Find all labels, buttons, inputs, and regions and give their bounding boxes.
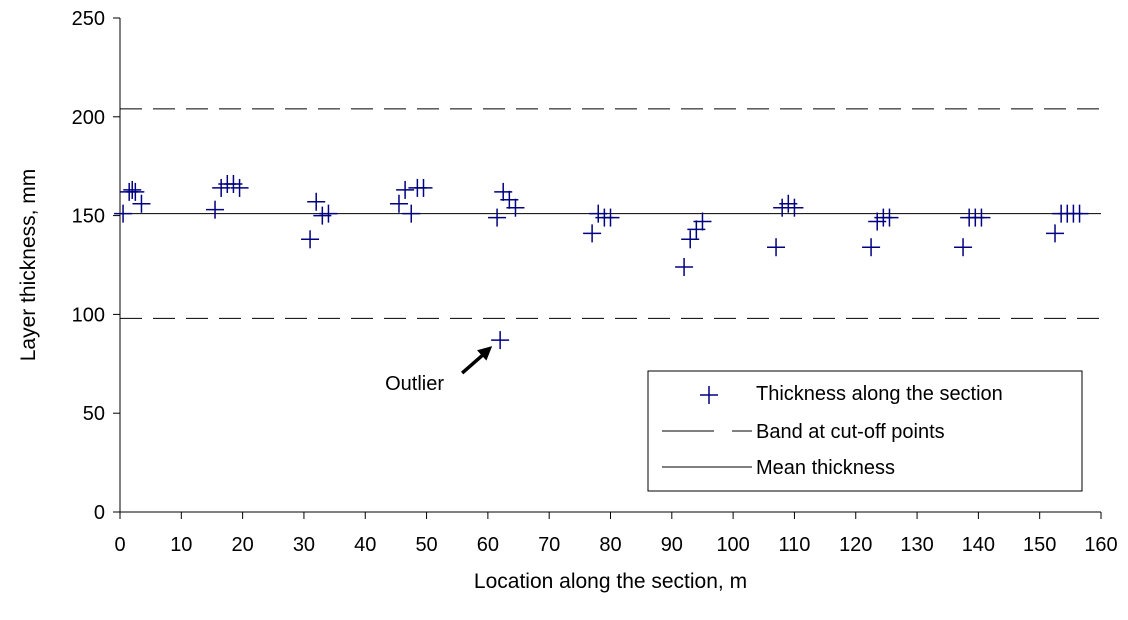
data-points	[114, 174, 1089, 350]
legend-label-thickness: Thickness along the section	[756, 383, 1003, 405]
legend-marker-plus	[700, 386, 718, 404]
data-point	[583, 224, 602, 243]
data-point	[972, 208, 991, 227]
x-tick-label: 120	[839, 534, 872, 556]
data-point	[414, 178, 433, 197]
y-tick-label: 250	[72, 8, 105, 30]
y-axis-title: Layer thickness, mm	[17, 169, 40, 362]
x-tick-label: 100	[716, 534, 749, 556]
data-point	[681, 230, 700, 249]
data-point	[862, 238, 881, 257]
outlier-label: Outlier	[385, 373, 444, 395]
data-point	[206, 200, 225, 219]
y-tick-label: 50	[83, 403, 105, 425]
legend-label-band: Band at cut-off points	[756, 421, 945, 443]
x-tick-label: 10	[170, 534, 192, 556]
data-point	[1046, 224, 1065, 243]
x-tick-label: 80	[599, 534, 621, 556]
legend-label-mean: Mean thickness	[756, 457, 895, 479]
x-tick-label: 70	[538, 534, 560, 556]
data-point	[230, 178, 249, 197]
x-tick-label: 50	[415, 534, 437, 556]
data-point	[954, 238, 973, 257]
data-point	[1070, 204, 1089, 223]
data-point	[767, 238, 786, 257]
data-point	[132, 194, 151, 213]
x-tick-label: 60	[477, 534, 499, 556]
legend: Thickness along the section Band at cut-…	[647, 370, 1083, 492]
data-point	[402, 204, 421, 223]
data-point	[880, 208, 899, 227]
annotation: Outlier	[385, 346, 493, 395]
data-point	[491, 331, 510, 350]
x-tick-label: 150	[1023, 534, 1056, 556]
x-tick-label: 130	[900, 534, 933, 556]
y-tick-label: 150	[72, 206, 105, 228]
data-point	[126, 182, 145, 201]
x-tick-label: 30	[293, 534, 315, 556]
data-point	[396, 180, 415, 199]
y-axis: 0 50 100 150 200 250	[72, 8, 120, 524]
x-axis-title: Location along the section, m	[474, 570, 747, 593]
data-point	[693, 212, 712, 231]
x-tick-label: 90	[661, 534, 683, 556]
data-point	[675, 257, 694, 276]
y-tick-label: 0	[94, 502, 105, 524]
data-point	[506, 198, 525, 217]
x-tick-label: 0	[114, 534, 125, 556]
data-point	[301, 230, 320, 249]
data-point	[488, 208, 507, 227]
x-tick-label: 160	[1084, 534, 1117, 556]
x-axis: 0 10 20 30 40 50 60 70 80 90 100 110 120 130 140 150 160	[114, 512, 1118, 556]
outlier-arrowhead	[477, 346, 493, 361]
data-point	[785, 198, 804, 217]
data-point	[319, 204, 338, 223]
x-tick-label: 140	[962, 534, 995, 556]
y-tick-label: 200	[72, 107, 105, 129]
x-tick-label: 40	[354, 534, 376, 556]
x-tick-label: 110	[778, 534, 810, 556]
y-tick-label: 100	[72, 304, 105, 326]
data-point	[307, 192, 326, 211]
data-point	[123, 180, 142, 199]
data-point	[389, 194, 408, 213]
legend-box	[647, 370, 1083, 492]
data-point	[114, 204, 133, 223]
x-tick-label: 20	[232, 534, 254, 556]
legend-marker-thickness	[700, 386, 718, 404]
data-point	[601, 208, 620, 227]
